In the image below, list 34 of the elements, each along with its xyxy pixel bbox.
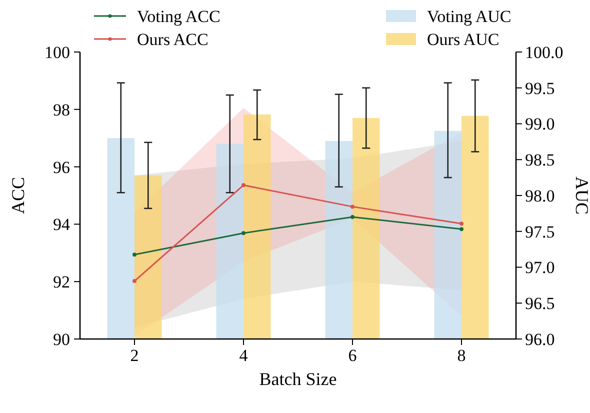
- y2-tick-label: 99.5: [525, 78, 555, 98]
- point: [460, 222, 464, 226]
- y-tick-label: 94: [53, 215, 70, 234]
- y-tick-label: 98: [53, 100, 70, 120]
- point: [242, 183, 246, 188]
- x-tick-label: 6: [348, 346, 357, 365]
- point: [242, 231, 246, 236]
- y-tick-label: 96: [53, 158, 70, 177]
- point: [132, 252, 136, 257]
- legend-label: Ours ACC: [137, 30, 208, 49]
- legend-label: Voting AUC: [427, 6, 512, 26]
- x-tick-label: 2: [130, 346, 139, 365]
- y-tick-label: 100: [44, 42, 70, 62]
- y-axis-title: ACC: [8, 176, 28, 214]
- y2-tick-label: 99.0: [525, 114, 555, 134]
- y-tick-label: 92: [53, 272, 70, 292]
- y2-tick-label: 100.0: [525, 42, 564, 62]
- x-axis-title: Batch Size: [259, 369, 337, 389]
- point: [460, 227, 464, 232]
- y2-axis-title: AUC: [572, 176, 590, 215]
- legend-label: Voting ACC: [137, 6, 220, 26]
- y2-tick-label: 98.0: [525, 186, 555, 206]
- y-tick-label: 90: [53, 330, 70, 349]
- y2-tick-label: 96.5: [525, 294, 555, 314]
- x-tick-label: 8: [457, 346, 466, 365]
- point: [132, 279, 136, 284]
- y2-tick-label: 97.0: [525, 258, 555, 278]
- legend-label: Ours AUC: [427, 30, 500, 49]
- point: [350, 215, 354, 220]
- y2-tick-label: 97.5: [525, 222, 555, 242]
- point: [350, 204, 354, 209]
- x-tick-label: 4: [239, 346, 248, 365]
- y2-tick-label: 96.0: [525, 330, 555, 349]
- y2-tick-label: 98.5: [525, 150, 555, 170]
